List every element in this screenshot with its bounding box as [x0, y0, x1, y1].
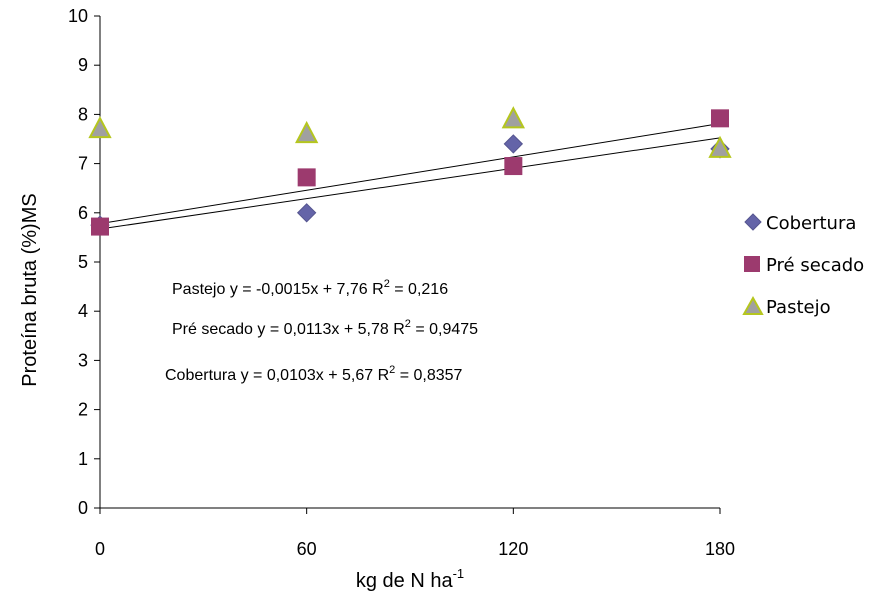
data-point-pre-secado [711, 109, 729, 128]
legend-label-cobertura: Cobertura [766, 213, 856, 234]
x-tick-label: 180 [705, 539, 735, 559]
x-tick-label: 60 [297, 539, 317, 559]
data-points [88, 106, 732, 236]
equation-pastejo: Pastejo y = -0,0015x + 7,76 R2 = 0,216 [172, 278, 448, 298]
data-point-pastejo [501, 106, 525, 129]
legend-label-pastejo: Pastejo [766, 297, 831, 318]
y-tick-label: 10 [68, 6, 88, 26]
data-point-pre-secado [504, 157, 523, 176]
legend-triangle-icon [742, 295, 764, 315]
data-point-pastejo [708, 135, 732, 158]
legend-item-pre-secado: Pré secado [744, 255, 864, 276]
y-axis-title: Proteína bruta (%)MS [19, 193, 41, 386]
x-axis-ticks: 0 60 120 180 [95, 508, 735, 559]
x-axis-title: kg de N ha-1 [356, 566, 464, 592]
legend-item-cobertura: Cobertura [744, 213, 856, 234]
trendlines [99, 123, 721, 230]
y-tick-label: 6 [78, 203, 88, 223]
y-tick-label: 9 [78, 55, 88, 75]
y-tick-label: 2 [78, 400, 88, 420]
legend-square-icon [744, 256, 760, 272]
data-point-pre-secado [297, 168, 316, 187]
x-tick-label: 120 [498, 539, 528, 559]
legend: Cobertura Pré secado Pastejo [742, 213, 864, 318]
data-point-cobertura [503, 134, 524, 154]
y-axis-ticks: 0 1 2 3 4 5 6 7 8 9 10 [68, 6, 100, 518]
data-point-pastejo [295, 120, 319, 144]
y-tick-label: 1 [78, 449, 88, 469]
data-point-pre-secado [91, 217, 109, 236]
data-point-cobertura [296, 203, 317, 223]
trendline-pr-secado [99, 123, 721, 225]
legend-item-pastejo: Pastejo [742, 295, 831, 318]
legend-label-pre-secado: Pré secado [766, 255, 864, 276]
x-tick-label: 0 [95, 539, 105, 559]
data-point-pastejo [88, 116, 112, 139]
y-tick-label: 4 [78, 301, 88, 321]
trendline-cobertura [99, 137, 721, 230]
y-tick-label: 8 [78, 104, 88, 124]
y-tick-label: 0 [78, 498, 88, 518]
y-tick-label: 7 [78, 154, 88, 174]
equation-cobertura: Cobertura y = 0,0103x + 5,67 R2 = 0,8357 [165, 364, 463, 384]
equation-pre-secado: Pré secado y = 0,0113x + 5,78 R2 = 0,947… [172, 318, 478, 338]
y-tick-label: 3 [78, 350, 88, 370]
equation-annotations: Pastejo y = -0,0015x + 7,76 R2 = 0,216 P… [165, 278, 478, 384]
legend-diamond-icon [744, 213, 762, 231]
y-tick-label: 5 [78, 252, 88, 272]
